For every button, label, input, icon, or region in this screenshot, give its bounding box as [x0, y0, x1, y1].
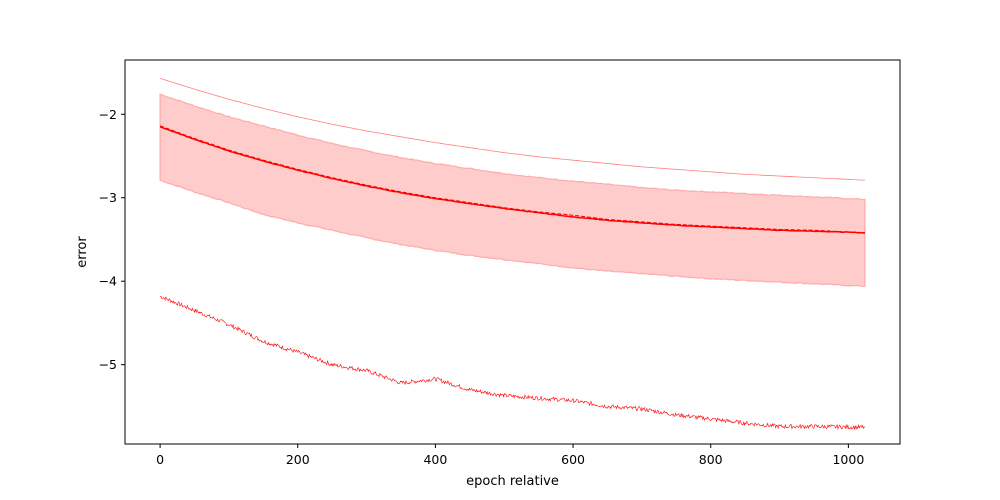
x-axis-label: epoch relative	[466, 474, 559, 489]
y-tick-label: −3	[99, 190, 117, 205]
x-tick-label: 600	[561, 452, 585, 467]
y-tick-label: −4	[99, 274, 117, 289]
plot-area	[159, 77, 866, 431]
x-tick-label: 800	[699, 452, 723, 467]
std-band	[159, 93, 866, 287]
x-tick-label: 200	[286, 452, 310, 467]
x-axis: 0 200 400 600 800 1000	[156, 444, 864, 467]
axes-frame	[124, 59, 901, 445]
series-line-upper	[159, 77, 865, 181]
x-tick-label: 0	[156, 452, 164, 467]
x-tick-label: 400	[423, 452, 447, 467]
series-line-lower	[160, 295, 866, 431]
y-tick-label: −5	[99, 357, 117, 372]
y-axis-label: error	[75, 236, 90, 268]
x-tick-label: 1000	[832, 452, 864, 467]
y-axis: −5 −4 −3 −2	[99, 107, 125, 372]
y-tick-label: −2	[99, 107, 117, 122]
series-line-mean	[159, 126, 865, 234]
